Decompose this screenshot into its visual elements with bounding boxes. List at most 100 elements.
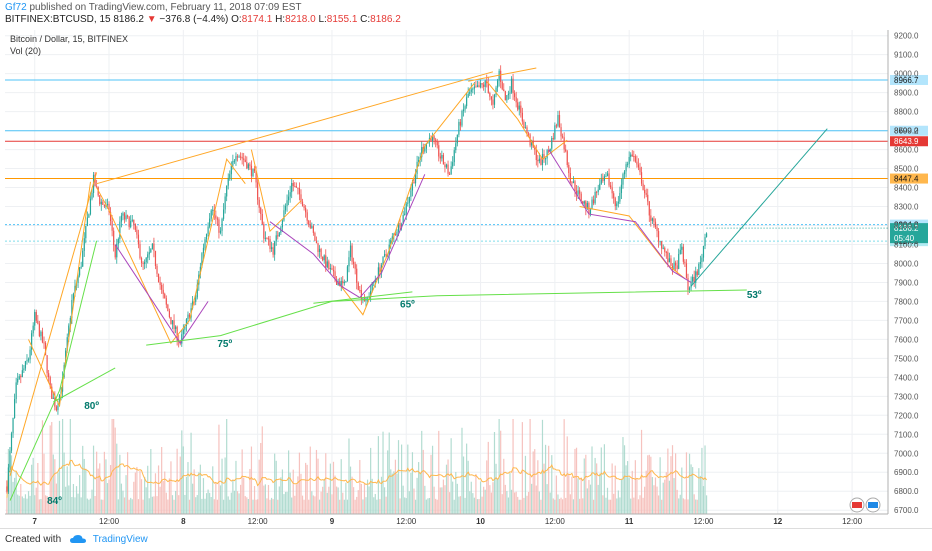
volume-bar xyxy=(199,464,201,514)
orange-trend-line[interactable] xyxy=(28,181,91,408)
candle-body xyxy=(306,212,308,221)
candle-body xyxy=(343,281,345,284)
angle-label: 53º xyxy=(747,290,762,301)
candle-body xyxy=(46,355,48,374)
volume-bar xyxy=(574,448,576,514)
volume-bar xyxy=(654,477,657,514)
candle-body xyxy=(40,331,42,337)
orange-trend-line[interactable] xyxy=(468,67,537,82)
candle-body xyxy=(241,156,243,159)
volume-bar xyxy=(466,443,468,514)
candle-body xyxy=(424,148,426,152)
candle-body xyxy=(647,194,649,202)
candle-body xyxy=(356,268,358,283)
orange-trend-line[interactable] xyxy=(337,82,475,316)
candle-body xyxy=(469,91,471,94)
volume-bar xyxy=(270,497,273,514)
candle-body xyxy=(202,247,205,254)
volume-bar xyxy=(181,430,183,514)
candle-body xyxy=(353,261,355,264)
candle-body xyxy=(544,158,547,160)
volume-bar xyxy=(414,499,417,514)
candle-body xyxy=(204,239,206,248)
volume-bar xyxy=(207,489,209,514)
volume-bar xyxy=(583,458,585,514)
purple-trend-line[interactable] xyxy=(548,149,692,283)
teal-projection-line[interactable] xyxy=(690,128,828,287)
orange-trend-line[interactable] xyxy=(250,149,302,233)
candle-body xyxy=(459,121,462,126)
orange-trend-line[interactable] xyxy=(96,157,246,345)
candle-body xyxy=(274,241,276,255)
volume-bar xyxy=(436,499,438,514)
volume-bar xyxy=(193,469,195,514)
green-trend-line[interactable] xyxy=(53,367,116,403)
volume-bar xyxy=(100,499,102,514)
candle-body xyxy=(585,201,587,209)
volume-bar xyxy=(331,494,333,514)
angle-label: 84º xyxy=(47,496,62,507)
candle-body xyxy=(568,165,570,174)
candle-body xyxy=(600,179,602,184)
volume-bar xyxy=(695,499,697,514)
purple-trend-line[interactable] xyxy=(114,244,209,345)
author-link[interactable]: Gf72 xyxy=(5,2,27,13)
volume-bar xyxy=(520,499,522,514)
green-trend-line[interactable] xyxy=(313,291,413,304)
horizontal-levels[interactable]: 8966.78699.28643.98447.48204.88117.68186… xyxy=(5,74,928,247)
candle-body xyxy=(476,85,479,88)
volume-bar xyxy=(354,499,356,514)
candle-body xyxy=(397,222,400,232)
event-flags[interactable] xyxy=(849,497,881,513)
volume-bar xyxy=(555,475,558,514)
volume-bar xyxy=(481,496,483,514)
volume-bar xyxy=(404,497,406,514)
x-tick-label: 12:00 xyxy=(842,517,863,526)
candle-body xyxy=(489,93,491,97)
volume-bar xyxy=(427,498,429,514)
candle-body xyxy=(510,78,513,93)
candle-body xyxy=(374,279,376,283)
candle-body xyxy=(679,249,681,255)
volume-bar xyxy=(13,477,16,514)
volume-bar xyxy=(609,499,612,514)
candle-body xyxy=(636,161,638,165)
volume-bar xyxy=(673,478,675,514)
volume-bar xyxy=(693,494,695,514)
volume-bar xyxy=(500,430,502,514)
x-tick-label: 12:00 xyxy=(396,517,417,526)
volume-bar xyxy=(594,457,596,514)
candle-body xyxy=(210,210,212,219)
volume-bar xyxy=(230,492,232,514)
candle-body xyxy=(329,268,331,270)
candle-body xyxy=(66,337,68,351)
volume-bar xyxy=(157,465,160,514)
candle-body xyxy=(325,255,327,268)
y-tick-label: 8000.0 xyxy=(894,259,919,268)
candle-body xyxy=(88,214,90,218)
candle-body xyxy=(650,215,652,221)
orange-trend-line[interactable] xyxy=(579,206,686,279)
volume-bar xyxy=(487,441,489,514)
volume-bar xyxy=(362,499,364,514)
volume-bar xyxy=(566,436,568,514)
volume-bar xyxy=(144,476,146,514)
candle-body xyxy=(473,86,475,89)
trend-drawings[interactable]: 80º 75º 65º 53º 84º xyxy=(9,67,828,507)
price-chart[interactable]: 8966.78699.28643.98447.48204.88117.68186… xyxy=(0,28,932,528)
candle-body xyxy=(209,218,211,227)
volume-bar xyxy=(41,420,44,514)
orange-trend-line[interactable] xyxy=(486,80,568,160)
orange-trend-line[interactable] xyxy=(96,71,494,185)
volume-bar xyxy=(473,497,475,514)
volume-bar xyxy=(353,487,355,514)
tradingview-link[interactable]: TradingView xyxy=(92,534,148,545)
candle-body xyxy=(348,257,350,267)
green-trend-line[interactable] xyxy=(9,240,98,501)
volume-bar xyxy=(294,495,296,514)
purple-trend-line[interactable] xyxy=(269,174,426,299)
candle-body xyxy=(15,382,17,400)
orange-trend-line[interactable] xyxy=(9,172,98,477)
volume-bar xyxy=(117,499,119,514)
candle-body xyxy=(464,106,466,110)
